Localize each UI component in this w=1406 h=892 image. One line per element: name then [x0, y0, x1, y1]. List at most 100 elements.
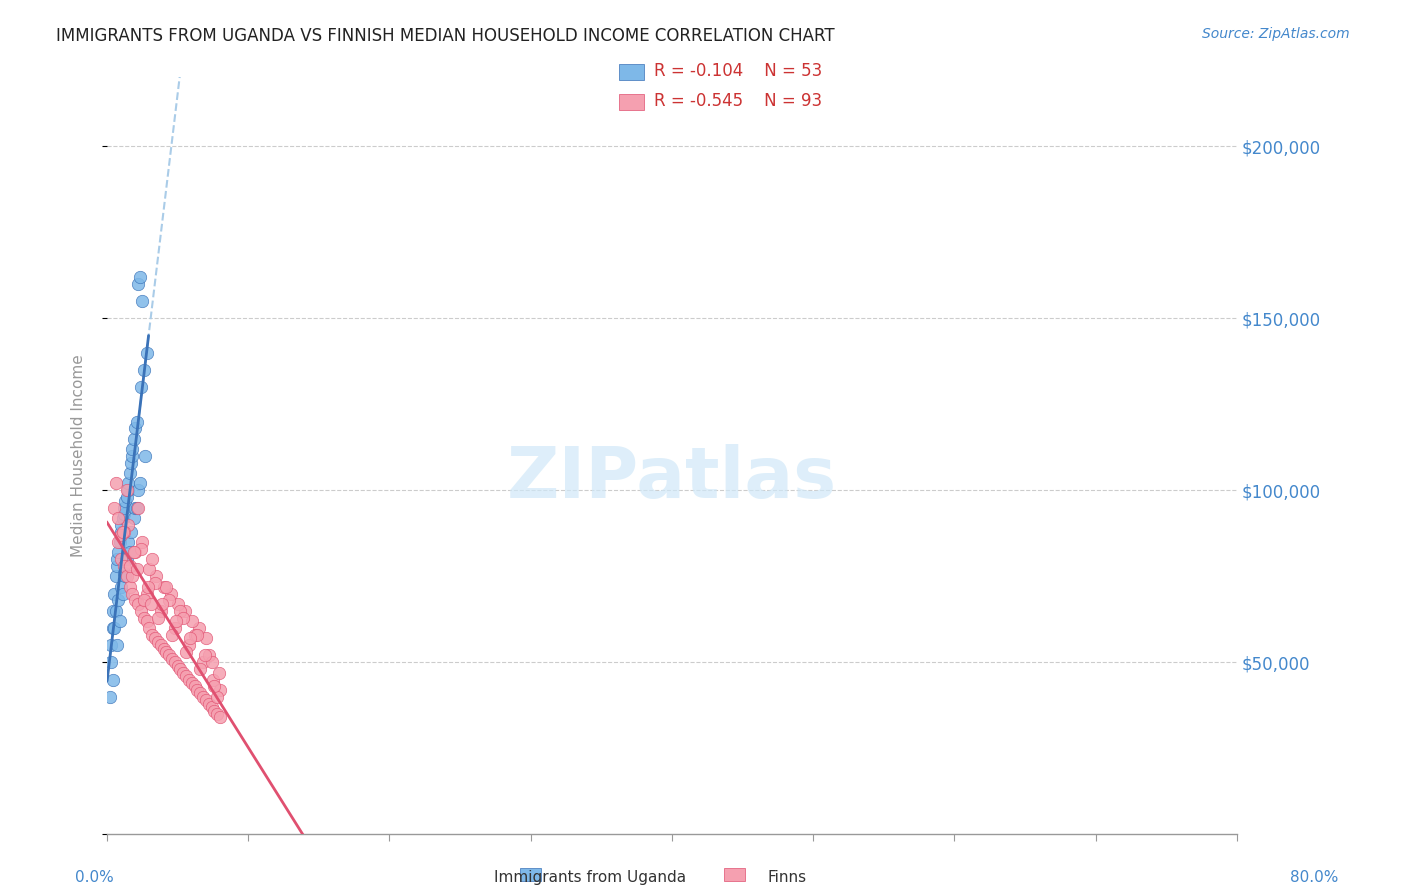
Point: [107, 511, 129, 525]
Point: [208, 710, 231, 724]
Point: [115, 569, 138, 583]
Point: [118, 580, 141, 594]
Point: [207, 665, 229, 680]
Point: [174, 645, 197, 659]
Point: [177, 673, 200, 687]
Point: [114, 493, 136, 508]
Point: [114, 569, 136, 583]
Point: [163, 621, 186, 635]
Point: [131, 535, 153, 549]
Y-axis label: Median Household Income: Median Household Income: [72, 354, 86, 558]
Point: [125, 415, 148, 429]
Point: [127, 483, 149, 498]
Point: [152, 641, 174, 656]
Point: [183, 628, 205, 642]
Point: [163, 656, 186, 670]
Point: [155, 645, 177, 659]
Point: [110, 524, 132, 539]
Point: [128, 476, 150, 491]
Point: [111, 586, 134, 600]
Point: [183, 680, 205, 694]
Point: [194, 632, 217, 646]
Point: [202, 680, 225, 694]
Point: [152, 580, 174, 594]
Point: [177, 638, 200, 652]
Point: [118, 559, 141, 574]
Point: [100, 638, 122, 652]
Point: [135, 614, 157, 628]
Point: [141, 628, 163, 642]
Point: [103, 586, 125, 600]
Point: [104, 604, 127, 618]
Point: [108, 535, 131, 549]
Point: [115, 552, 138, 566]
Point: [134, 449, 156, 463]
Point: [172, 665, 194, 680]
Point: [127, 277, 149, 291]
Point: [105, 559, 128, 574]
Point: [166, 658, 188, 673]
Point: [103, 621, 125, 635]
Point: [136, 580, 159, 594]
Point: [169, 604, 191, 618]
Point: [200, 700, 222, 714]
Point: [115, 490, 138, 504]
Point: [103, 500, 125, 515]
Point: [205, 706, 228, 721]
Point: [120, 456, 142, 470]
Point: [128, 270, 150, 285]
Point: [145, 569, 167, 583]
Point: [174, 669, 197, 683]
Point: [104, 569, 127, 583]
Point: [121, 442, 143, 456]
Point: [188, 686, 211, 700]
Point: [122, 432, 145, 446]
Point: [110, 528, 132, 542]
Point: [121, 569, 143, 583]
Point: [146, 610, 169, 624]
Point: [186, 628, 208, 642]
Point: [105, 552, 128, 566]
Point: [197, 697, 219, 711]
Point: [112, 559, 135, 574]
Point: [146, 634, 169, 648]
Point: [107, 535, 129, 549]
Point: [125, 562, 148, 576]
Point: [191, 656, 214, 670]
Text: 80.0%: 80.0%: [1291, 870, 1339, 885]
Point: [112, 508, 135, 522]
Text: R = -0.104    N = 53: R = -0.104 N = 53: [654, 62, 823, 80]
Point: [186, 682, 208, 697]
Point: [110, 517, 132, 532]
Point: [159, 586, 181, 600]
Point: [112, 566, 135, 580]
Point: [135, 345, 157, 359]
Point: [117, 483, 139, 498]
Point: [122, 545, 145, 559]
Text: 0.0%: 0.0%: [75, 870, 114, 885]
Point: [112, 500, 135, 515]
Point: [180, 614, 202, 628]
Point: [149, 638, 172, 652]
Point: [117, 517, 139, 532]
Point: [160, 652, 183, 666]
Point: [194, 693, 217, 707]
Text: Immigrants from Uganda: Immigrants from Uganda: [495, 870, 686, 885]
Text: Finns: Finns: [768, 870, 807, 885]
Point: [172, 610, 194, 624]
Point: [110, 580, 132, 594]
Point: [107, 545, 129, 559]
Point: [132, 363, 155, 377]
Point: [193, 648, 215, 663]
Point: [124, 500, 146, 515]
Point: [138, 621, 160, 635]
Point: [129, 380, 152, 394]
Text: R = -0.545    N = 93: R = -0.545 N = 93: [654, 92, 823, 110]
Point: [132, 593, 155, 607]
Point: [100, 656, 122, 670]
Point: [135, 586, 157, 600]
Point: [98, 690, 121, 704]
Point: [108, 614, 131, 628]
Point: [101, 604, 124, 618]
Point: [157, 593, 180, 607]
